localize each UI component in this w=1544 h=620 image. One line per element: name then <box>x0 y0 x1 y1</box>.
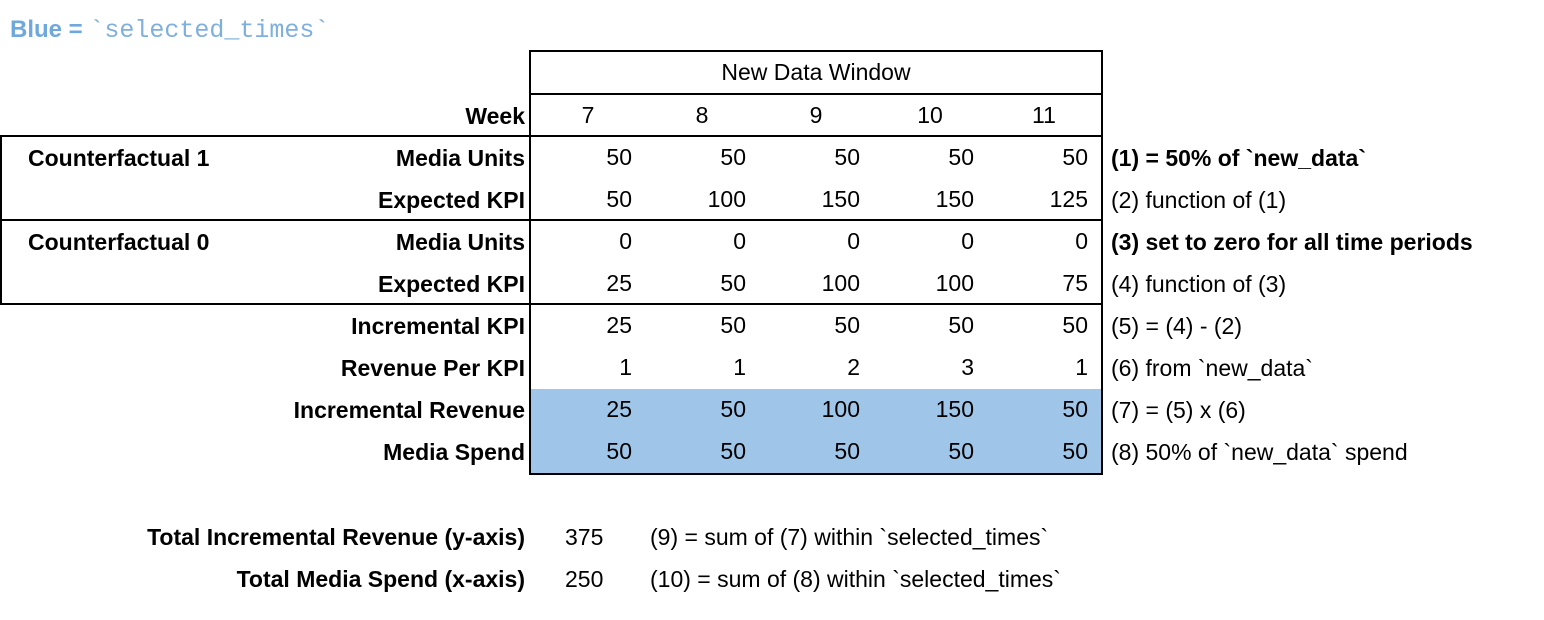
table-cell: 50 <box>1062 312 1088 338</box>
table-cell: 2 <box>847 354 860 380</box>
table-cell: 50 <box>948 312 974 338</box>
table-cell: 0 <box>847 228 860 254</box>
label-media-spend: Media Spend <box>383 439 525 465</box>
table-cell: 1 <box>1075 354 1088 380</box>
total-media-spend-value: 250 <box>565 566 604 592</box>
row-revenue-per-kpi: 1 1 2 3 1 <box>531 347 1101 389</box>
note-9: (9) = sum of (7) within `selected_times` <box>650 524 1049 550</box>
note-5: (5) = (4) - (2) <box>1111 313 1242 339</box>
table-cell: 100 <box>821 270 860 296</box>
table-cell: 0 <box>619 228 632 254</box>
counterfactual-0-box <box>0 219 531 305</box>
new-data-window-title: New Data Window <box>721 59 911 85</box>
label-week: Week <box>465 103 525 129</box>
week-header-cell: 9 <box>809 102 823 128</box>
table-cell: 150 <box>821 186 860 212</box>
table-cell: 50 <box>606 438 632 464</box>
row-expected-kpi-cf0: 25 50 100 100 75 <box>531 263 1101 305</box>
total-incremental-revenue-label: Total Incremental Revenue (y-axis) <box>147 524 525 550</box>
table-cell: 50 <box>1062 438 1088 464</box>
note-4: (4) function of (3) <box>1111 271 1287 297</box>
table-cell: 25 <box>606 312 632 338</box>
table-cell: 1 <box>619 354 632 380</box>
row-incremental-kpi: 25 50 50 50 50 <box>531 305 1101 347</box>
table-cell: 50 <box>948 144 974 170</box>
data-window-table: New Data Window 7 8 9 10 11 50 50 50 50 … <box>529 50 1103 475</box>
total-incremental-revenue-value: 375 <box>565 524 604 550</box>
table-cell: 0 <box>1075 228 1088 254</box>
row-media-units-cf0: 0 0 0 0 0 <box>531 221 1101 263</box>
table-cell: 0 <box>961 228 974 254</box>
week-header-row: 7 8 9 10 11 <box>531 95 1101 137</box>
label-revenue-per-kpi: Revenue Per KPI <box>340 355 525 381</box>
table-cell: 50 <box>606 144 632 170</box>
table-cell: 0 <box>733 228 746 254</box>
row-expected-kpi-cf1: 50 100 150 150 125 <box>531 179 1101 221</box>
note-10: (10) = sum of (8) within `selected_times… <box>650 566 1061 592</box>
table-cell: 75 <box>1062 270 1088 296</box>
legend: Blue = `selected_times` <box>10 16 329 45</box>
row-media-spend: 50 50 50 50 50 <box>531 431 1101 473</box>
counterfactual-1-label: Counterfactual 1 <box>28 145 210 171</box>
table-cell: 50 <box>720 438 746 464</box>
table-cell: 50 <box>948 438 974 464</box>
note-1: (1) = 50% of `new_data` <box>1111 145 1366 171</box>
label-media-units-cf0: Media Units <box>395 229 525 255</box>
table-cell: 50 <box>834 312 860 338</box>
legend-blue-label: Blue = <box>10 16 90 43</box>
note-6: (6) from `new_data` <box>1111 355 1313 381</box>
table-cell: 50 <box>1062 396 1088 422</box>
table-cell: 150 <box>935 186 974 212</box>
label-expected-kpi-cf1: Expected KPI <box>378 187 525 213</box>
total-media-spend-label: Total Media Spend (x-axis) <box>236 566 525 592</box>
row-media-units-cf1: 50 50 50 50 50 <box>531 137 1101 179</box>
week-header-cell: 11 <box>1032 102 1056 128</box>
week-header-cell: 10 <box>917 102 943 128</box>
table-cell: 1 <box>733 354 746 380</box>
table-cell: 25 <box>606 396 632 422</box>
table-cell: 100 <box>935 270 974 296</box>
note-2: (2) function of (1) <box>1111 187 1287 213</box>
legend-selected-times-code: `selected_times` <box>89 16 330 45</box>
table-cell: 25 <box>606 270 632 296</box>
note-7: (7) = (5) x (6) <box>1111 397 1246 423</box>
table-cell: 50 <box>720 396 746 422</box>
table-cell: 100 <box>821 396 860 422</box>
label-incremental-revenue: Incremental Revenue <box>293 397 525 423</box>
table-cell: 50 <box>720 144 746 170</box>
label-expected-kpi-cf0: Expected KPI <box>378 271 525 297</box>
label-media-units-cf1: Media Units <box>395 145 525 171</box>
table-cell: 50 <box>834 144 860 170</box>
table-cell: 50 <box>834 438 860 464</box>
table-cell: 150 <box>935 396 974 422</box>
note-8: (8) 50% of `new_data` spend <box>1111 439 1408 465</box>
note-3: (3) set to zero for all time periods <box>1111 229 1473 255</box>
new-data-window-header: New Data Window <box>531 52 1101 95</box>
table-cell: 50 <box>606 186 632 212</box>
week-header-cell: 7 <box>581 102 595 128</box>
table-cell: 100 <box>707 186 746 212</box>
table-cell: 50 <box>720 312 746 338</box>
table-cell: 50 <box>1062 144 1088 170</box>
table-cell: 3 <box>961 354 974 380</box>
row-incremental-revenue: 25 50 100 150 50 <box>531 389 1101 431</box>
table-cell: 50 <box>720 270 746 296</box>
counterfactual-0-label: Counterfactual 0 <box>28 229 210 255</box>
table-cell: 125 <box>1049 186 1088 212</box>
label-incremental-kpi: Incremental KPI <box>351 313 525 339</box>
week-header-cell: 8 <box>695 102 709 128</box>
